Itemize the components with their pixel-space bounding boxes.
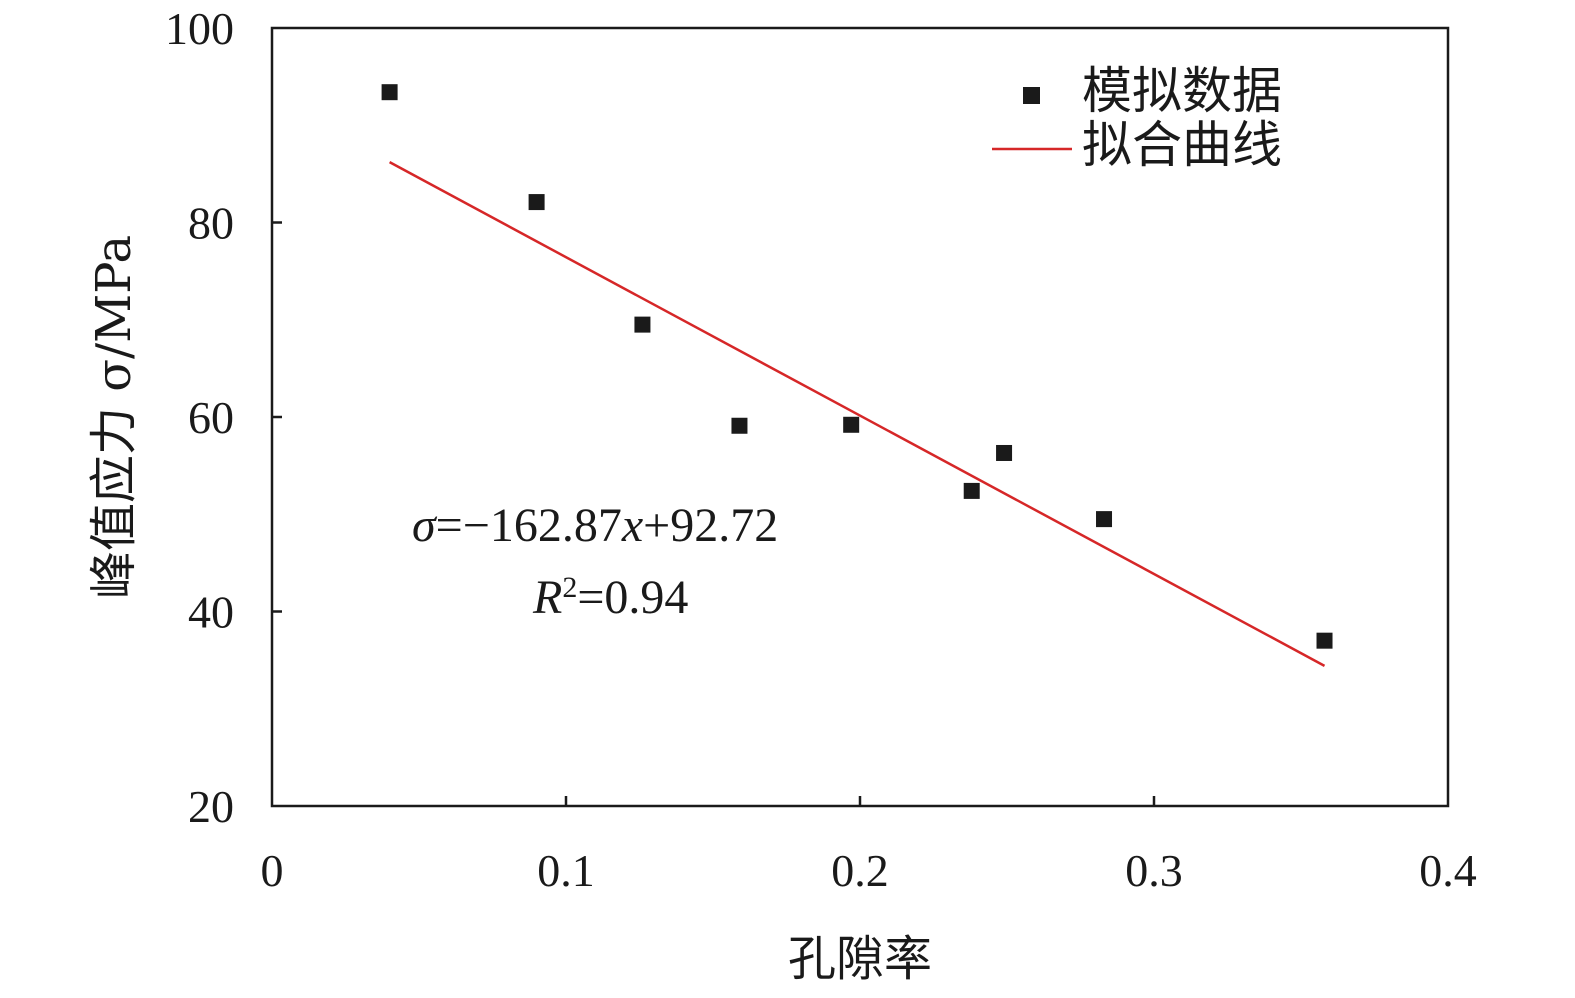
y-tick-label: 40: [188, 587, 234, 638]
x-tick-label: 0.3: [1125, 845, 1183, 896]
axis-ticks: [272, 221, 1156, 806]
y-tick-label: 80: [188, 198, 234, 249]
data-point: [1316, 632, 1333, 649]
y-tick-label: 100: [165, 3, 234, 54]
legend-marker-simulated: [1023, 87, 1040, 104]
x-tick-label: 0.1: [537, 845, 595, 896]
legend: 模拟数据 拟合曲线: [992, 62, 1282, 174]
fit-line: [389, 161, 1326, 667]
legend-label-simulated: 模拟数据: [1082, 62, 1282, 120]
data-point: [843, 416, 860, 433]
data-point: [963, 482, 980, 499]
y-axis-title: 峰值应力 σ/MPa: [86, 235, 142, 599]
data-point: [996, 444, 1013, 461]
plot-frame: [270, 26, 1450, 808]
data-point: [731, 417, 748, 434]
y-tick-label: 20: [188, 781, 234, 832]
tick-labels: 0 0.1 0.2 0.3 0.4 20 40 60 80 100: [165, 3, 1477, 896]
data-point: [1096, 511, 1113, 528]
y-tick-label: 60: [188, 392, 234, 443]
data-points: [381, 84, 1333, 649]
fit-line-group: [389, 161, 1326, 667]
data-point: [634, 316, 651, 333]
r-squared: R2=0.94: [532, 571, 688, 624]
x-tick-label: 0: [261, 845, 284, 896]
x-tick-label: 0.4: [1419, 845, 1477, 896]
fit-equation: σ=−162.87x+92.72: [412, 499, 778, 552]
data-point: [528, 194, 545, 211]
data-point: [381, 84, 398, 101]
x-axis-title: 孔隙率: [788, 931, 932, 987]
legend-label-fit: 拟合曲线: [1082, 116, 1282, 174]
x-tick-label: 0.2: [831, 845, 889, 896]
